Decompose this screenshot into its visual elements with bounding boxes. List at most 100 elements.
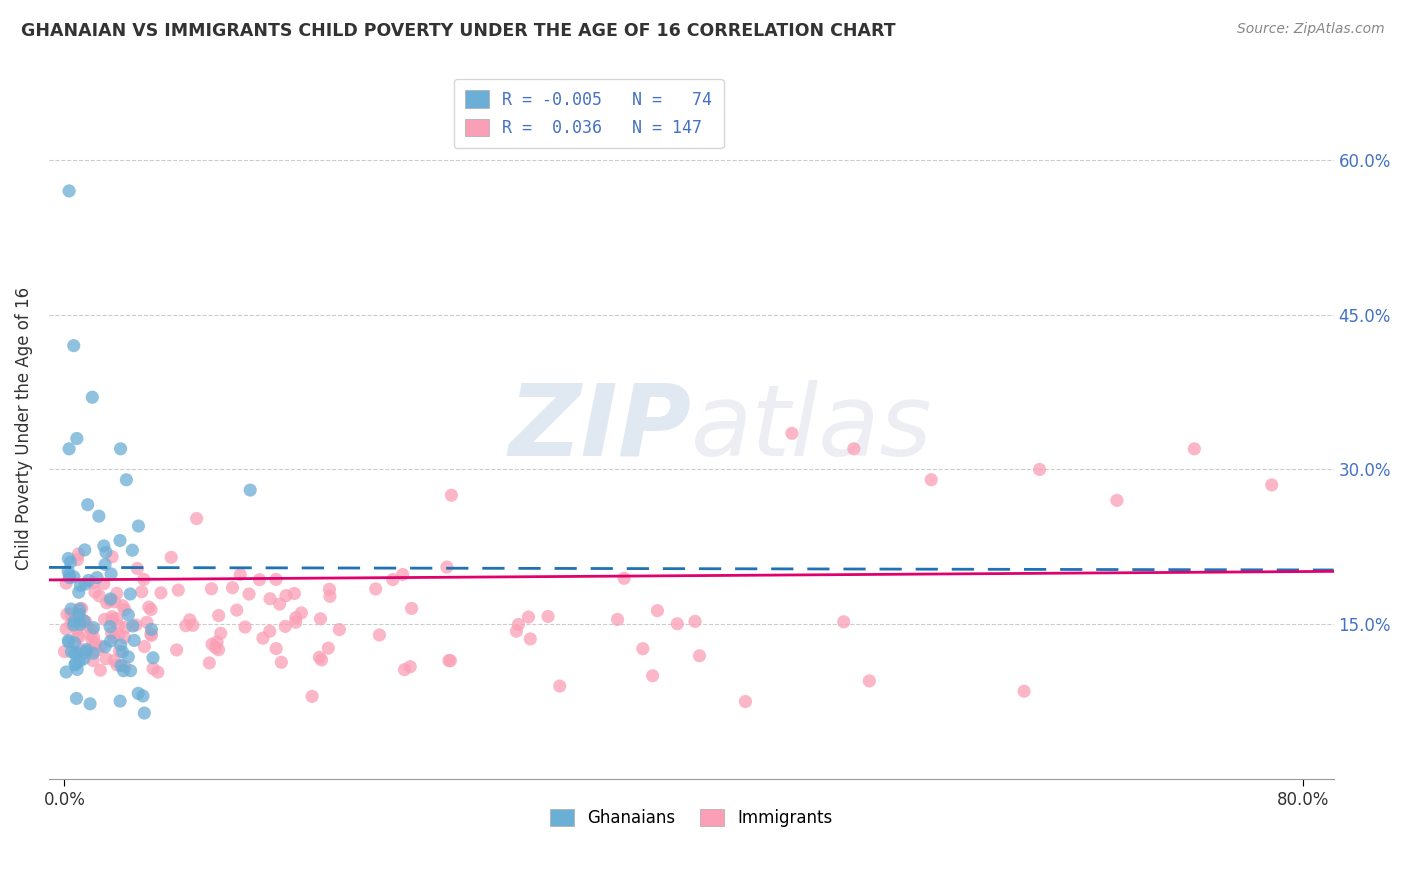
- Point: [63, 615, 86, 629]
- Point: [200, 582, 222, 596]
- Point: [249, 573, 271, 587]
- Point: [391, 567, 413, 582]
- Point: [1105, 493, 1128, 508]
- Point: [259, 591, 281, 606]
- Legend: Ghanaians, Immigrants: Ghanaians, Immigrants: [544, 802, 839, 834]
- Point: [207, 642, 229, 657]
- Point: [166, 643, 188, 657]
- Point: [209, 626, 232, 640]
- Point: [174, 618, 197, 632]
- Point: [80, 624, 103, 638]
- Point: [83, 621, 105, 635]
- Point: [73, 614, 96, 628]
- Point: [734, 694, 756, 708]
- Point: [67, 585, 90, 599]
- Point: [141, 628, 163, 642]
- Point: [63, 647, 86, 661]
- Point: [142, 662, 165, 676]
- Point: [55, 665, 77, 679]
- Point: [606, 612, 628, 626]
- Point: [100, 626, 122, 640]
- Point: [631, 641, 654, 656]
- Text: atlas: atlas: [692, 380, 934, 476]
- Point: [75, 642, 97, 657]
- Point: [66, 623, 89, 637]
- Point: [101, 549, 124, 564]
- Point: [436, 560, 458, 574]
- Point: [259, 624, 281, 639]
- Point: [160, 550, 183, 565]
- Point: [53, 644, 76, 658]
- Point: [204, 640, 226, 655]
- Point: [69, 617, 91, 632]
- Point: [205, 635, 228, 649]
- Point: [75, 618, 97, 632]
- Point: [198, 656, 221, 670]
- Point: [134, 640, 156, 654]
- Point: [60, 608, 83, 623]
- Point: [100, 613, 122, 627]
- Point: [67, 655, 90, 669]
- Point: [107, 619, 129, 633]
- Point: [67, 602, 90, 616]
- Point: [86, 643, 108, 657]
- Point: [437, 654, 460, 668]
- Point: [82, 390, 104, 404]
- Point: [87, 509, 110, 524]
- Point: [284, 610, 307, 624]
- Point: [264, 641, 287, 656]
- Point: [112, 664, 135, 678]
- Point: [519, 632, 541, 646]
- Point: [103, 653, 125, 667]
- Point: [94, 640, 117, 654]
- Point: [79, 627, 101, 641]
- Point: [115, 473, 138, 487]
- Point: [283, 586, 305, 600]
- Point: [142, 650, 165, 665]
- Point: [73, 614, 96, 628]
- Point: [65, 646, 87, 660]
- Point: [264, 573, 287, 587]
- Point: [84, 585, 107, 599]
- Text: Source: ZipAtlas.com: Source: ZipAtlas.com: [1237, 22, 1385, 37]
- Point: [90, 640, 112, 654]
- Point: [108, 694, 131, 708]
- Point: [132, 689, 155, 703]
- Point: [842, 442, 865, 456]
- Point: [58, 551, 80, 566]
- Point: [114, 631, 136, 645]
- Point: [59, 607, 82, 621]
- Point: [105, 658, 128, 673]
- Point: [239, 483, 262, 497]
- Point: [58, 635, 80, 649]
- Point: [82, 646, 104, 660]
- Point: [381, 573, 404, 587]
- Point: [186, 511, 208, 525]
- Point: [201, 637, 224, 651]
- Point: [108, 644, 131, 658]
- Point: [100, 566, 122, 581]
- Point: [233, 620, 256, 634]
- Point: [252, 631, 274, 645]
- Point: [100, 634, 122, 648]
- Point: [135, 615, 157, 630]
- Point: [108, 533, 131, 548]
- Point: [274, 589, 297, 603]
- Point: [208, 608, 231, 623]
- Point: [58, 184, 80, 198]
- Y-axis label: Child Poverty Under the Age of 16: Child Poverty Under the Age of 16: [15, 286, 32, 570]
- Point: [683, 615, 706, 629]
- Point: [66, 662, 89, 676]
- Point: [93, 612, 115, 626]
- Point: [139, 602, 162, 616]
- Point: [1261, 478, 1284, 492]
- Point: [75, 645, 97, 659]
- Point: [103, 630, 125, 644]
- Point: [229, 567, 252, 582]
- Point: [225, 603, 247, 617]
- Point: [181, 618, 204, 632]
- Point: [62, 617, 84, 632]
- Point: [920, 473, 942, 487]
- Point: [67, 611, 90, 625]
- Point: [86, 570, 108, 584]
